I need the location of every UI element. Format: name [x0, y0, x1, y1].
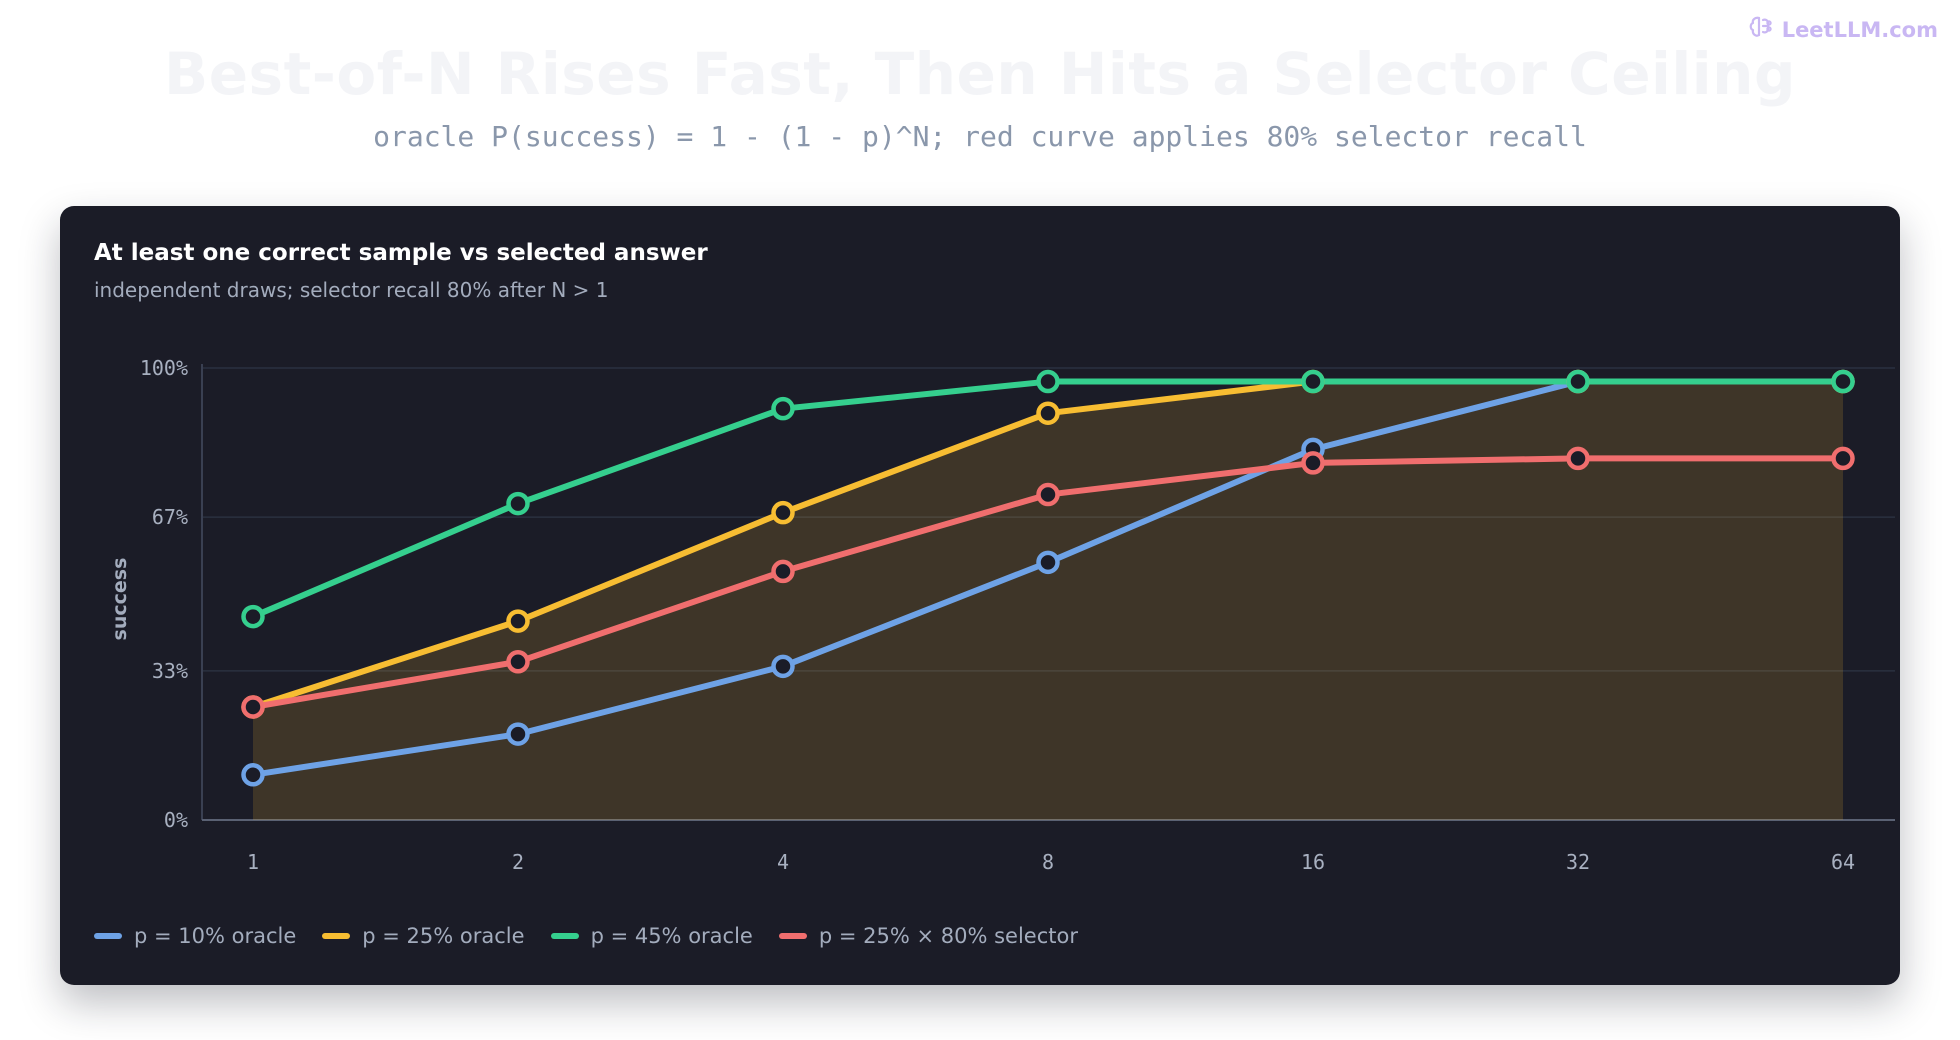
- chart-card: 0% 33% 67% 100% 1 2 4 8 16 32 64 success At least o…: [60, 206, 1900, 985]
- data-point: [1036, 482, 1060, 507]
- data-point: [771, 559, 795, 584]
- x-tick-label: 32: [1566, 850, 1590, 874]
- data-point: [771, 654, 795, 679]
- x-tick-label: 2: [512, 850, 524, 874]
- data-point: [241, 604, 265, 629]
- legend-swatch: [94, 933, 122, 939]
- legend-label: p = 10% oracle: [134, 924, 297, 948]
- y-tick-label: 0%: [164, 808, 188, 832]
- data-point: [1301, 369, 1325, 394]
- data-point: [1566, 446, 1590, 471]
- data-point: [1036, 401, 1060, 425]
- y-tick-label: 33%: [152, 659, 188, 683]
- legend-item: p = 45% oracle: [550, 924, 753, 948]
- data-point: [506, 722, 530, 746]
- x-tick-label: 16: [1301, 850, 1325, 874]
- data-point: [506, 609, 530, 633]
- brand-name: LeetLLM.com: [1781, 17, 1938, 42]
- legend-item: p = 10% oracle: [94, 924, 296, 948]
- x-tick-label: 64: [1831, 850, 1855, 874]
- legend-swatch: [778, 933, 807, 939]
- data-point: [1036, 369, 1060, 394]
- brand[interactable]: LeetLLM.com: [1748, 14, 1938, 45]
- data-point: [241, 763, 265, 787]
- legend-item: p = 25% oracle: [322, 924, 525, 948]
- data-point: [1566, 369, 1590, 394]
- data-point: [1831, 446, 1855, 471]
- y-tick-label: 100%: [140, 356, 188, 380]
- legend-label: p = 45% oracle: [590, 924, 753, 948]
- data-point: [506, 650, 530, 674]
- y-axis-label: success: [109, 558, 131, 641]
- data-point: [771, 396, 795, 421]
- page-title: Best-of-N Rises Fast, Then Hits a Select…: [164, 40, 1796, 108]
- chart-title: At least one correct sample vs selected …: [94, 240, 708, 266]
- chart-legend: p = 10% oracle p = 25% oracle p = 45% orac…: [94, 924, 1078, 948]
- legend-label: p = 25% × 80% selector: [818, 924, 1078, 948]
- data-point: [1831, 369, 1855, 394]
- data-point: [241, 695, 265, 719]
- legend-item: p = 25% × 80% selector: [778, 924, 1078, 948]
- x-tick-label: 8: [1042, 850, 1054, 874]
- chart-subtitle: independent draws; selector recall 80% a…: [94, 278, 609, 302]
- data-point: [1036, 550, 1060, 575]
- page-subtitle: oracle P(success) = 1 - (1 - p)^N; red c…: [373, 120, 1587, 153]
- x-tick-label: 4: [777, 850, 789, 874]
- y-tick-label: 67%: [152, 505, 188, 529]
- legend-label: p = 25% oracle: [362, 924, 525, 948]
- legend-swatch: [550, 933, 579, 939]
- line-chart: 0% 33% 67% 100% 1 2 4 8 16 32 64 success: [109, 356, 1895, 874]
- series-area-fill: [253, 381, 1843, 820]
- brain-icon: [1748, 14, 1774, 45]
- data-point: [771, 500, 795, 525]
- legend-swatch: [322, 933, 351, 939]
- data-point: [1301, 451, 1325, 475]
- data-point: [506, 491, 530, 516]
- x-tick-label: 1: [247, 850, 259, 874]
